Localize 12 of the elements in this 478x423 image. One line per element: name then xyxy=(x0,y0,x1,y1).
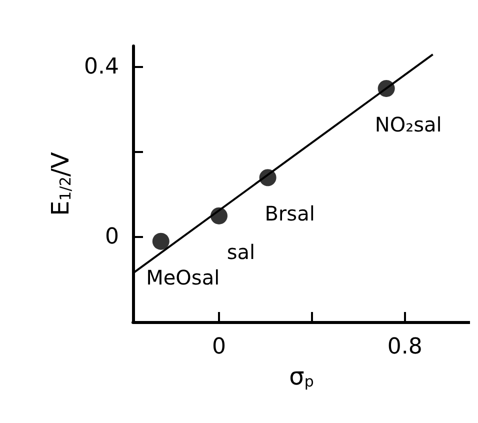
point xyxy=(152,232,170,250)
x-axis-title: σp xyxy=(289,362,314,390)
x-tick-label: 0.8 xyxy=(387,334,422,360)
annotation: sal xyxy=(226,240,256,264)
y-tick-label: 0.4 xyxy=(84,54,119,80)
y-axis-title: E1/2/V xyxy=(46,152,74,216)
point xyxy=(259,169,276,186)
point xyxy=(210,207,228,224)
annotation: NO₂sal xyxy=(374,112,442,136)
annotation: MeOsal xyxy=(146,265,220,290)
annotation: Brsal xyxy=(264,202,315,226)
point xyxy=(378,80,395,97)
